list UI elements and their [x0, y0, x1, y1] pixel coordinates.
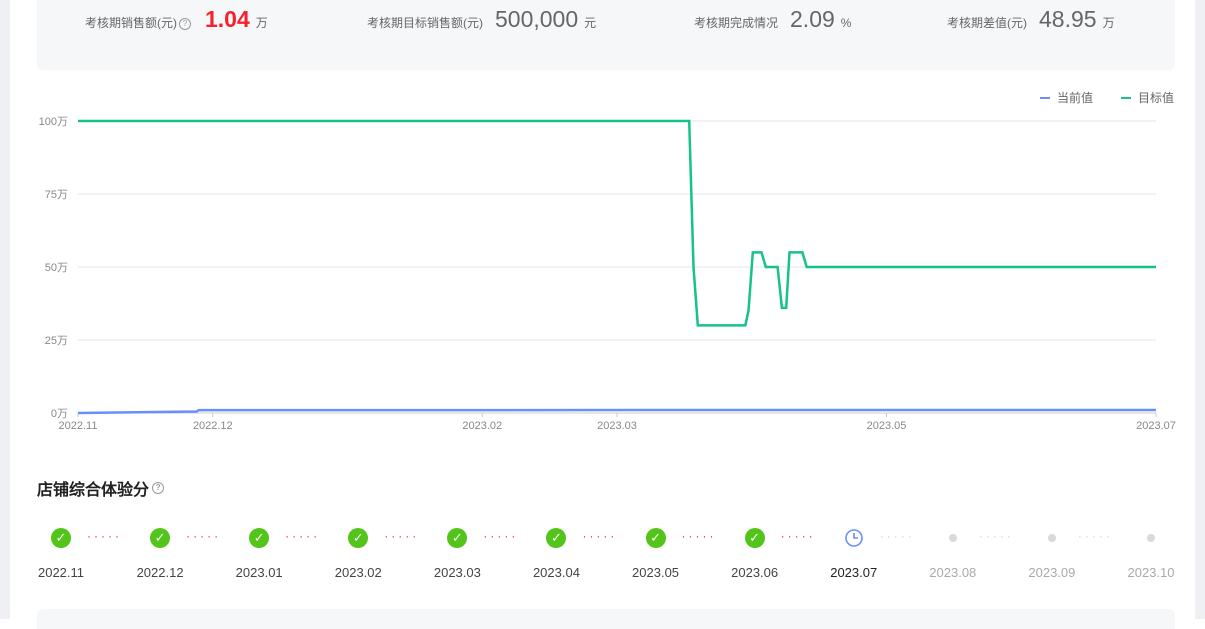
timeline-connector: ·····	[483, 530, 518, 542]
dot-icon	[1048, 534, 1056, 542]
summary-card: 考核期销售额(元) ? 1.04 万 考核期目标销售额(元) 500,000 元…	[37, 0, 1175, 70]
timeline-label: 2023.07	[814, 565, 894, 580]
check-circle-icon: ✓	[249, 528, 269, 548]
timeline-connector: ·····	[880, 530, 915, 542]
question-circle-icon[interactable]: ?	[152, 482, 164, 494]
timeline-connector: ·····	[682, 530, 717, 542]
metric-target-value: 500,000	[495, 6, 578, 33]
timeline-connector: ·····	[1078, 530, 1113, 542]
bottom-card	[37, 609, 1175, 629]
legend-label: 当前值	[1057, 90, 1093, 105]
timeline-label: 2022.12	[120, 565, 200, 580]
timeline-label: 2023.09	[1012, 565, 1092, 580]
check-circle-icon: ✓	[51, 528, 71, 548]
x-tick-label: 2023.03	[597, 420, 637, 432]
legend-label: 目标值	[1138, 90, 1174, 105]
section-title: 店铺综合体验分 ?	[37, 476, 164, 500]
metric-gap-value: 48.95	[1039, 6, 1097, 33]
x-tick-label: 2022.11	[59, 420, 98, 432]
timeline-connector: ·····	[781, 530, 816, 542]
timeline-connector: ·····	[186, 530, 221, 542]
metric-target: 考核期目标销售额(元) 500,000 元	[367, 6, 596, 40]
y-tick-label: 0万	[51, 408, 68, 420]
x-tick-label: 2023.05	[867, 420, 907, 432]
metric-gap-label: 考核期差值(元)	[947, 14, 1027, 31]
metric-completion-label: 考核期完成情况	[694, 14, 778, 31]
metric-gap-unit: 万	[1103, 14, 1115, 31]
y-tick-label: 25万	[45, 335, 68, 347]
metric-gap: 考核期差值(元) 48.95 万	[947, 6, 1115, 40]
dot-icon	[1147, 534, 1155, 542]
check-circle-icon: ✓	[745, 528, 765, 548]
timeline-label: 2023.02	[318, 565, 398, 580]
y-tick-label: 100万	[39, 116, 68, 128]
sales-line-chart: 0万 25万 50万 75万 100万 2022.11 2022.12 2023.02 2023…	[37, 84, 1182, 440]
metric-target-label: 考核期目标销售额(元)	[367, 14, 483, 31]
metric-completion-value: 2.09	[790, 6, 835, 33]
x-tick-label: 2023.07	[1136, 420, 1176, 432]
metric-sales-value: 1.04	[205, 6, 250, 33]
x-tick-label: 2022.12	[193, 420, 233, 432]
timeline-connector: ·····	[87, 530, 122, 542]
timeline-label: 2023.04	[516, 565, 596, 580]
check-circle-icon: ✓	[646, 528, 666, 548]
timeline-label: 2023.01	[219, 565, 299, 580]
metric-sales-unit: 万	[256, 14, 268, 31]
timeline-label: 2023.10	[1111, 565, 1191, 580]
timeline-label: 2023.03	[417, 565, 497, 580]
timeline-connector: ·····	[384, 530, 419, 542]
check-circle-icon: ✓	[546, 528, 566, 548]
check-circle-icon: ✓	[348, 528, 368, 548]
y-tick-label: 75万	[45, 189, 68, 201]
timeline-label: 2023.08	[913, 565, 993, 580]
metric-completion-unit: %	[841, 16, 852, 30]
question-circle-icon[interactable]: ?	[179, 18, 191, 30]
y-tick-label: 50万	[45, 262, 68, 274]
metric-completion: 考核期完成情况 2.09 %	[694, 6, 851, 40]
metric-sales-label: 考核期销售额(元)	[85, 14, 177, 31]
check-circle-icon: ✓	[150, 528, 170, 548]
check-circle-icon: ✓	[447, 528, 467, 548]
section-title-text: 店铺综合体验分	[37, 476, 149, 500]
dot-icon	[949, 534, 957, 542]
timeline-connector: ·····	[285, 530, 320, 542]
experience-score-timeline: ✓ 2022.11 ····· ✓ 2022.12 ····· ✓ 2023.01 ····· ✓…	[0, 520, 1205, 590]
timeline-label: 2023.05	[616, 565, 696, 580]
timeline-label: 2022.11	[21, 565, 101, 580]
timeline-connector: ·····	[582, 530, 617, 542]
clock-icon	[844, 528, 864, 548]
metric-sales: 考核期销售额(元) ? 1.04 万	[85, 6, 268, 40]
series-line-target	[78, 121, 1156, 325]
timeline-connector: ·····	[979, 530, 1014, 542]
timeline-label: 2023.06	[715, 565, 795, 580]
metric-target-unit: 元	[584, 14, 596, 31]
x-tick-label: 2023.02	[462, 420, 502, 432]
